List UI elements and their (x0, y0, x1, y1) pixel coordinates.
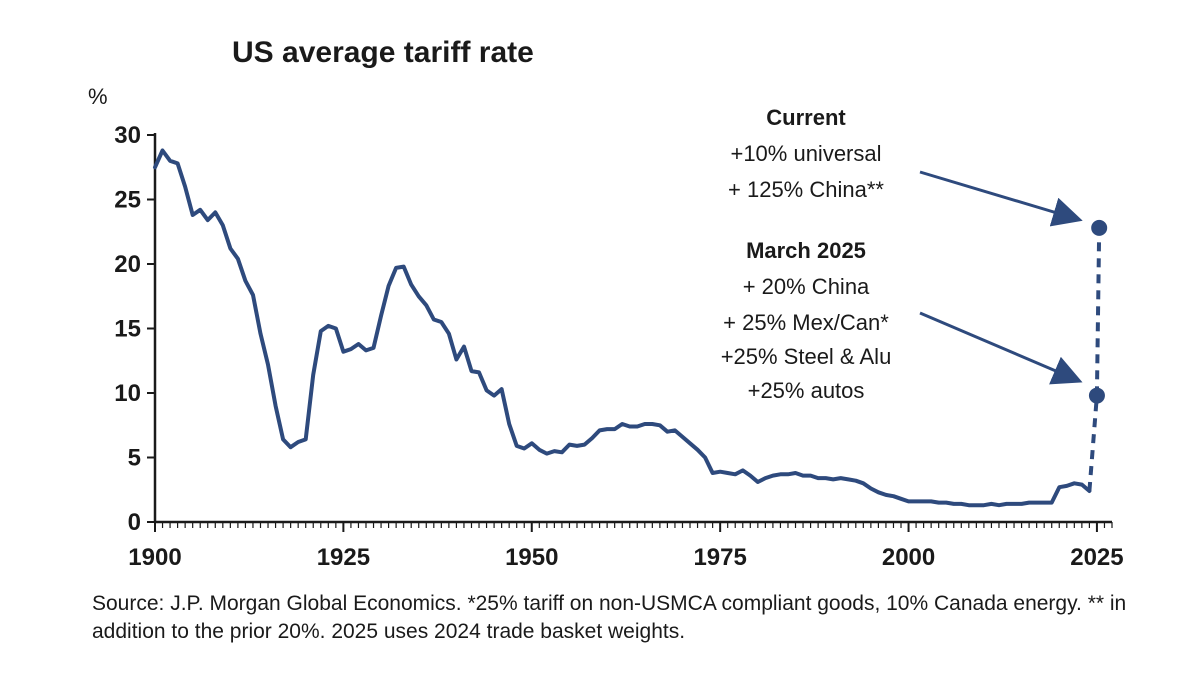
y-tick-label: 5 (128, 445, 141, 472)
tariff-rate-line (153, 148, 1092, 508)
y-tick-label: 20 (114, 251, 141, 278)
y-tick-label: 10 (114, 380, 141, 407)
annotation-current-line-2: + 125% China** (728, 177, 884, 202)
marker-current (1091, 219, 1108, 236)
annotation-march-line-2: + 25% Mex/Can* (723, 310, 889, 335)
annotation-march-line-4: +25% autos (748, 378, 865, 403)
marker-march-2025 (1088, 387, 1105, 404)
y-tick-label: 25 (114, 187, 141, 214)
projection-markers (1088, 219, 1108, 404)
chart-title: US average tariff rate (232, 36, 534, 69)
annotation-current-line-1: +10% universal (730, 141, 881, 166)
x-tick-label: 2000 (882, 544, 935, 571)
y-tick-label: 15 (114, 316, 141, 343)
annotation-march-line-1: + 20% China (743, 274, 870, 299)
x-tick-label: 1925 (317, 544, 370, 571)
annotation-march-heading: March 2025 (746, 238, 866, 263)
x-tick-label: 1950 (505, 544, 558, 571)
annotation-current-heading: Current (766, 105, 846, 130)
annotation-march-line-3: +25% Steel & Alu (721, 344, 892, 369)
y-axis: 0 5 10 15 20 25 30 (114, 122, 155, 536)
annotation-march-arrow (919, 311, 1083, 385)
annotation-current-arrow (919, 170, 1083, 227)
x-tick-label: 1975 (693, 544, 746, 571)
y-axis-unit: % (88, 84, 108, 109)
x-tick-label: 1900 (128, 544, 181, 571)
y-tick-label: 30 (114, 122, 141, 149)
x-axis: 1900 1925 1950 1975 2000 2025 (128, 522, 1124, 571)
annotations: Current +10% universal + 125% China** Ma… (721, 105, 1083, 403)
source-note: Source: J.P. Morgan Global Economics. *2… (92, 592, 1127, 643)
y-tick-label: 0 (128, 509, 141, 536)
x-tick-label: 2025 (1070, 544, 1123, 571)
projection-dashed-line (1087, 227, 1102, 492)
